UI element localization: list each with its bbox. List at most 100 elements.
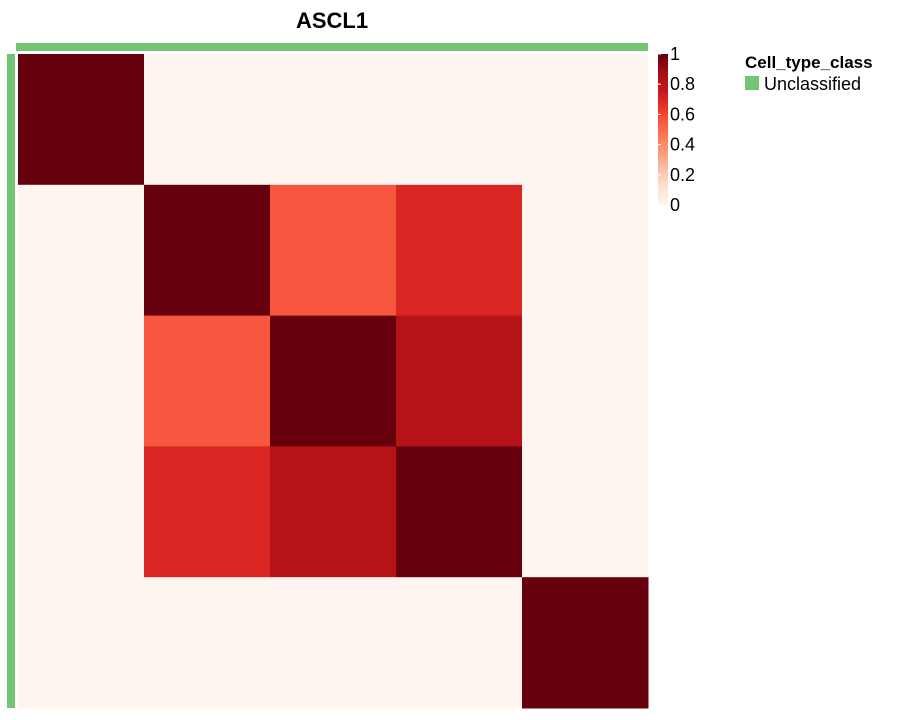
column-annotation-bar <box>16 43 648 51</box>
colorbar-step <box>658 202 668 206</box>
row-annotation-bar <box>7 54 15 708</box>
annotation-legend: Cell_type_class Unclassified <box>745 53 873 94</box>
colorbar-step <box>658 132 668 136</box>
heatmap-cell-r1-c0 <box>18 184 145 317</box>
colorbar-step <box>658 199 668 204</box>
colorbar-step <box>658 101 668 105</box>
heatmap-cell-r3-c0 <box>18 446 145 578</box>
colorbar: 1 0.8 0.6 0.4 0.2 0 <box>658 44 695 215</box>
colorbar-step <box>658 94 668 98</box>
colorbar-step <box>658 154 668 158</box>
heatmap-cell-r2-c2 <box>270 315 397 447</box>
colorbar-step <box>658 59 668 63</box>
colorbar-step <box>658 159 668 163</box>
colorbar-step <box>658 89 668 93</box>
colorbar-step <box>658 177 668 181</box>
colorbar-tick-label: 0.4 <box>670 135 695 155</box>
colorbar-tick-label: 0.6 <box>670 104 695 124</box>
row-annotation-segment <box>7 54 15 708</box>
colorbar-step <box>658 56 668 60</box>
colorbar-step <box>658 114 668 118</box>
heatmap-cell-r0-c1 <box>144 54 271 186</box>
colorbar-step <box>658 71 668 75</box>
heatmap-cell-r1-c4 <box>522 184 649 317</box>
heatmap-cell-r0-c4 <box>522 54 649 186</box>
colorbar-step <box>658 116 668 121</box>
heatmap-cell-r3-c1 <box>144 446 271 578</box>
colorbar-step <box>658 84 668 88</box>
chart-title: ASCL1 <box>296 8 368 33</box>
colorbar-step <box>658 142 668 146</box>
colorbar-step <box>658 167 668 171</box>
colorbar-step <box>658 147 668 151</box>
colorbar-step <box>658 81 668 85</box>
colorbar-step <box>658 106 668 110</box>
colorbar-step <box>658 104 668 108</box>
colorbar-step <box>658 144 668 148</box>
colorbar-step <box>658 66 668 70</box>
colorbar-step <box>658 184 668 188</box>
colorbar-step <box>658 162 668 166</box>
heatmap-cell-r0-c2 <box>270 54 397 186</box>
colorbar-step <box>658 126 668 131</box>
colorbar-tick-label: 0.2 <box>670 165 695 185</box>
heatmap-cell-r3-c3 <box>396 446 523 578</box>
colorbar-step <box>658 111 668 115</box>
heatmap-cell-r4-c0 <box>18 577 145 709</box>
colorbar-step <box>658 139 668 143</box>
colorbar-step <box>658 189 668 194</box>
colorbar-step <box>658 169 668 173</box>
heatmap-cells <box>18 54 649 709</box>
colorbar-step <box>658 157 668 161</box>
heatmap-cell-r4-c2 <box>270 577 397 709</box>
colorbar-step <box>658 149 668 153</box>
colorbar-step <box>658 109 668 113</box>
colorbar-step <box>658 69 668 73</box>
heatmap-cell-r3-c4 <box>522 446 649 578</box>
colorbar-step <box>658 91 668 95</box>
colorbar-step <box>658 54 668 58</box>
colorbar-tick-label: 0.8 <box>670 74 695 94</box>
colorbar-step <box>658 96 668 100</box>
legend-title: Cell_type_class <box>745 53 873 72</box>
heatmap-cell-r3-c2 <box>270 446 397 578</box>
colorbar-step <box>658 187 668 191</box>
colorbar-tick-label: 0 <box>670 195 680 215</box>
heatmap-cell-r0-c3 <box>396 54 523 186</box>
colorbar-step <box>658 134 668 138</box>
heatmap-cell-r4-c1 <box>144 577 271 709</box>
colorbar-step <box>658 86 668 90</box>
heatmap-cell-r0-c0 <box>18 54 145 186</box>
colorbar-step <box>658 164 668 168</box>
heatmap-cell-r2-c0 <box>18 315 145 447</box>
heatmap-cell-r2-c3 <box>396 315 523 447</box>
colorbar-step <box>658 172 668 176</box>
column-annotation-segment <box>16 43 648 51</box>
colorbar-step <box>658 197 668 201</box>
colorbar-step <box>658 129 668 133</box>
colorbar-step <box>658 192 668 196</box>
colorbar-step <box>658 61 668 65</box>
heatmap-cell-r4-c4 <box>522 577 649 709</box>
colorbar-step <box>658 194 668 199</box>
colorbar-step <box>658 121 668 126</box>
colorbar-step <box>658 119 668 123</box>
colorbar-step <box>658 79 668 83</box>
legend-swatch <box>745 76 759 90</box>
colorbar-step <box>658 74 668 78</box>
heatmap-cell-r2-c1 <box>144 315 271 447</box>
heatmap-cell-r1-c3 <box>396 184 523 317</box>
colorbar-step <box>658 137 668 141</box>
colorbar-step <box>658 179 668 183</box>
colorbar-step <box>658 76 668 80</box>
legend-label: Unclassified <box>764 74 861 94</box>
heatmap-cell-r2-c4 <box>522 315 649 447</box>
colorbar-step <box>658 182 668 186</box>
heatmap-cell-r1-c2 <box>270 184 397 317</box>
heatmap-cell-r1-c1 <box>144 184 271 317</box>
colorbar-step <box>658 99 668 103</box>
colorbar-step <box>658 152 668 156</box>
colorbar-step <box>658 124 668 128</box>
colorbar-tick-label: 1 <box>670 44 680 64</box>
